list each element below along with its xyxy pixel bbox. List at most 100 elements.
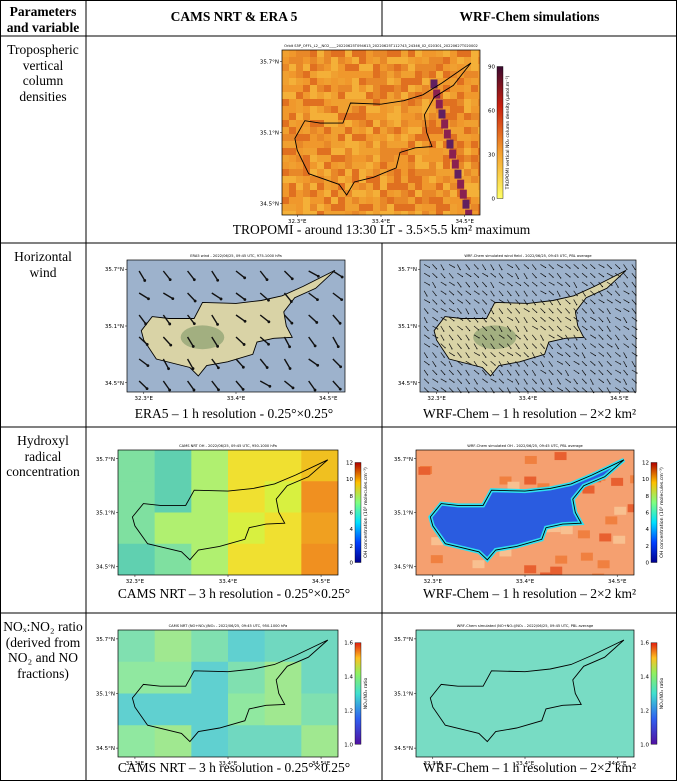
map-cell [415, 169, 423, 177]
wind-arrow [590, 281, 595, 287]
map-cell [422, 92, 430, 100]
wind-arrow [498, 317, 503, 323]
arrow-head [460, 347, 462, 349]
wind-arrow [498, 387, 504, 393]
lon-tick-label: 33.4°E [516, 579, 535, 585]
arrow-head [291, 386, 295, 390]
map-cell [373, 106, 381, 114]
map-cell [464, 71, 472, 79]
wind-arrow [540, 343, 545, 349]
arrow-head [527, 267, 529, 269]
wind-arrow [473, 387, 479, 392]
wind-arrow [432, 290, 437, 296]
map-cell [408, 190, 416, 198]
arrow-head [476, 383, 478, 385]
wind-arrow [448, 308, 455, 312]
arrow-head [461, 275, 463, 278]
wind-arrow [581, 281, 588, 286]
lat-tick-label: 34.5°N [105, 381, 124, 387]
map-cell [310, 197, 318, 205]
wind-arrow [423, 369, 428, 376]
map-cell [345, 204, 353, 212]
wind-arrow [423, 264, 430, 268]
map-cell [408, 50, 416, 58]
map-cell [478, 211, 480, 215]
arrow-head [561, 363, 563, 365]
arrow-head [602, 355, 605, 357]
map-cell [471, 204, 479, 212]
map-cell [352, 155, 360, 163]
arrow-head [619, 390, 621, 392]
wind-arrow [556, 264, 563, 268]
wind-arrow [631, 343, 637, 348]
wind-arrow [465, 264, 470, 270]
arrow-head [602, 346, 604, 349]
arrow-head [594, 276, 596, 278]
wind-arrow [423, 325, 429, 331]
wind-arrow [623, 299, 629, 303]
map-cell [422, 190, 430, 198]
arrow-head [494, 329, 496, 331]
wind-arrow [308, 292, 318, 301]
arrow-head [526, 339, 528, 341]
map-cell [366, 78, 374, 86]
map-cell [282, 120, 290, 128]
colorbar-tick-label: 30 [488, 153, 495, 159]
arrow-head [434, 286, 436, 288]
arrow-head [437, 337, 439, 339]
map-cell [345, 120, 353, 128]
arrow-head [619, 329, 621, 331]
map-cell [331, 71, 339, 79]
map-cell [457, 204, 465, 212]
map-cell [154, 630, 192, 663]
wind-arrow [540, 361, 544, 367]
map-cell [478, 169, 480, 177]
wind-arrow [457, 281, 462, 288]
arrow-head [290, 321, 294, 325]
wind-arrow [440, 360, 446, 366]
arrow-head [445, 310, 447, 312]
arrow-head [576, 383, 578, 385]
map-cell [301, 450, 338, 482]
map-cell [118, 630, 156, 663]
wind-arrow [473, 272, 479, 278]
arrow-head [428, 337, 430, 339]
arrow-head [468, 286, 470, 288]
wind-arrow [506, 299, 511, 305]
map-cell [457, 134, 465, 142]
map-cell [324, 134, 332, 142]
arrow-head [552, 276, 554, 278]
map-cell [422, 57, 430, 65]
wind-arrow [507, 264, 513, 268]
map-cell [373, 64, 381, 72]
wind-arrow [623, 308, 629, 312]
wind-arrow [211, 358, 219, 369]
map-cell [352, 176, 360, 184]
map-cell [338, 71, 346, 79]
arrow-head [511, 285, 513, 287]
map-cell [366, 183, 374, 191]
map-cell [471, 71, 479, 79]
arrow-head [560, 347, 562, 349]
wind-arrow [482, 264, 486, 270]
wind-arrow [473, 299, 480, 304]
lon-tick-label: 32.3°E [424, 761, 443, 767]
arrow-head [486, 294, 488, 296]
arrow-head [511, 266, 513, 269]
arrow-head [568, 294, 570, 297]
map-cell [310, 134, 318, 142]
arrow-head [602, 321, 604, 323]
arrow-head [444, 390, 447, 392]
map-cell [317, 99, 325, 107]
map-cell [524, 455, 537, 464]
map-cell [324, 71, 332, 79]
wind-arrow [440, 325, 445, 332]
map-cell [289, 169, 297, 177]
map-cell [380, 113, 388, 121]
map-cell [296, 127, 304, 135]
wind-arrow [556, 334, 563, 339]
colorbar [650, 642, 658, 745]
wind-arrow [623, 281, 628, 287]
map-cell [317, 176, 325, 184]
map-cell [366, 120, 374, 128]
